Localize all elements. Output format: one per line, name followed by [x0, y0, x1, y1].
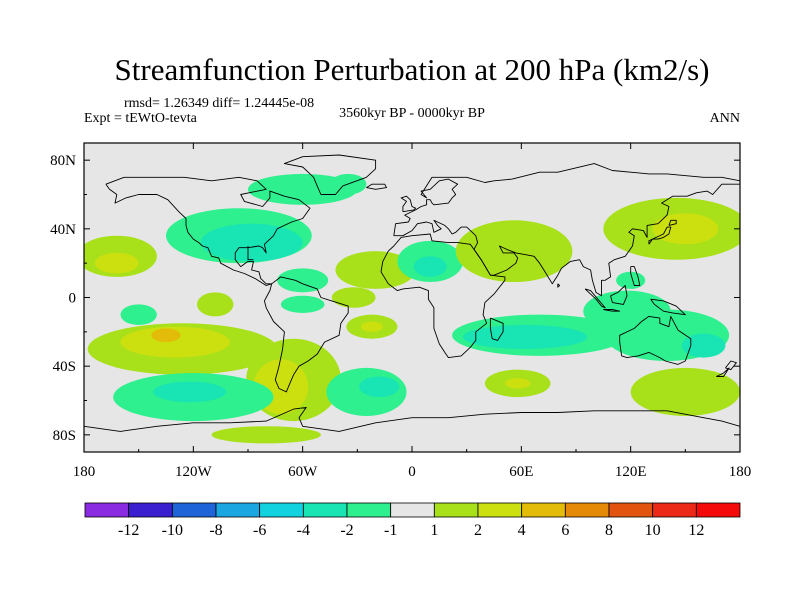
coastline-1 [263, 276, 349, 393]
experiment-label: Expt = tEWtO-tevta [84, 111, 198, 126]
anomaly-region-22 [120, 326, 230, 358]
x-tick-label: 180 [729, 464, 752, 480]
anomaly-region-36 [652, 213, 719, 245]
season-label: ANN [710, 111, 740, 126]
coastline-14 [650, 298, 686, 316]
y-tick-label: 80S [53, 428, 76, 444]
coastline-19 [557, 283, 561, 288]
coastline-21 [366, 183, 387, 190]
colorbar-label: -12 [118, 522, 139, 539]
colorbar-label: 4 [518, 522, 526, 539]
x-tick-label: 120W [175, 464, 213, 480]
coastline-8 [400, 195, 417, 213]
colorbar-label: -10 [162, 522, 183, 539]
y-tick-label: 40S [53, 359, 76, 375]
anomaly-region-20 [120, 304, 157, 325]
x-axis: 180 120W 60W 0 60E 120E 180 [73, 143, 752, 480]
anomaly-region-33 [681, 333, 726, 358]
anomaly-region-9 [335, 251, 416, 289]
colorbar-swatch-0 [84, 502, 130, 518]
coastline-9 [648, 226, 672, 245]
anomaly-region-15 [455, 220, 573, 283]
anomaly-region-27 [153, 381, 227, 403]
colorbar-swatch-10 [521, 502, 566, 518]
colorbar: -12 -10 -8 -6 -4 -2 -1 1 2 4 6 8 10 12 [84, 502, 741, 539]
colorbar-label: -2 [340, 522, 353, 539]
y-tick-label: 80N [50, 153, 76, 169]
y-tick-label: 0 [69, 291, 77, 307]
coastline-10 [668, 219, 677, 226]
anomaly-region-17 [463, 324, 587, 349]
coastline-7 [619, 315, 692, 365]
colorbar-label: -1 [384, 522, 397, 539]
colorbar-swatch-13 [652, 502, 697, 518]
colorbar-swatch-2 [171, 502, 217, 518]
colorbar-swatch-4 [259, 502, 304, 518]
anomaly-contours [84, 173, 740, 444]
coastline-22 [630, 266, 641, 286]
x-tick-label: 60E [509, 464, 533, 480]
anomaly-region-6 [196, 292, 234, 317]
coastline-4 [393, 163, 740, 236]
coastline-20 [247, 246, 254, 261]
colorbar-swatch-1 [128, 502, 173, 518]
colorbar-swatch-7 [390, 502, 435, 518]
anomaly-region-5 [94, 252, 139, 274]
anomaly-region-10 [331, 287, 376, 308]
colorbar-label: -8 [209, 522, 222, 539]
anomaly-region-0 [247, 173, 358, 205]
colorbar-label: -6 [253, 522, 266, 539]
coastlines [84, 154, 740, 432]
colorbar-label: 1 [430, 522, 438, 539]
coastline-6 [393, 219, 477, 237]
coastline-5 [473, 183, 740, 297]
map-panel: 180 120W 60W 0 60E 120E 180 80N 40N 0 40S 80S [50, 142, 752, 480]
coastline-15 [489, 317, 504, 341]
colorbar-swatch-8 [433, 502, 479, 518]
chart-title: Streamfunction Perturbation at 200 hPa (… [115, 52, 710, 87]
coastline-18 [84, 406, 740, 432]
anomaly-region-8 [280, 295, 325, 313]
colorbar-swatch-11 [564, 502, 610, 518]
colorbar-swatch-12 [608, 502, 654, 518]
colorbar-swatch-14 [695, 502, 741, 518]
coastline-16 [725, 360, 737, 371]
coastline-13 [610, 285, 628, 305]
colorbar-label: 8 [605, 522, 613, 539]
colorbar-swatch-9 [477, 502, 523, 518]
colorbar-label: 12 [688, 522, 704, 539]
anomaly-region-19 [504, 378, 531, 389]
coastline-11 [584, 288, 606, 309]
colorbar-label: 6 [561, 522, 569, 539]
stats-label: rmsd= 1.26349 diff= 1.24445e-08 [124, 96, 314, 111]
anomaly-region-12 [413, 256, 447, 277]
anomaly-region-14 [360, 321, 383, 332]
colorbar-swatch-6 [346, 502, 392, 518]
anomaly-region-30 [211, 426, 321, 444]
x-tick-label: 120E [615, 464, 647, 480]
x-tick-label: 60W [288, 464, 318, 480]
anomaly-region-7 [277, 268, 329, 293]
colorbar-label: -4 [297, 522, 310, 539]
x-tick-label: 0 [408, 464, 416, 480]
coastline-2 [283, 154, 377, 195]
coastline-3 [380, 233, 506, 359]
anomaly-region-29 [359, 376, 400, 398]
y-axis: 80N 40N 0 40S 80S [50, 153, 740, 444]
colorbar-label: 10 [645, 522, 661, 539]
anomaly-region-34 [630, 367, 740, 416]
anomaly-region-3 [200, 223, 303, 262]
colorbar-label: 2 [474, 522, 482, 539]
anomaly-region-23 [151, 328, 181, 343]
coastline-12 [603, 309, 621, 312]
colorbar-swatch-5 [302, 502, 348, 518]
coastline-17 [716, 367, 730, 377]
coastline-0 [105, 176, 311, 286]
y-tick-label: 40N [50, 222, 76, 238]
x-tick-label: 180 [73, 464, 96, 480]
colorbar-swatch-3 [215, 502, 261, 518]
period-label: 3560kyr BP - 0000kyr BP [339, 106, 485, 121]
